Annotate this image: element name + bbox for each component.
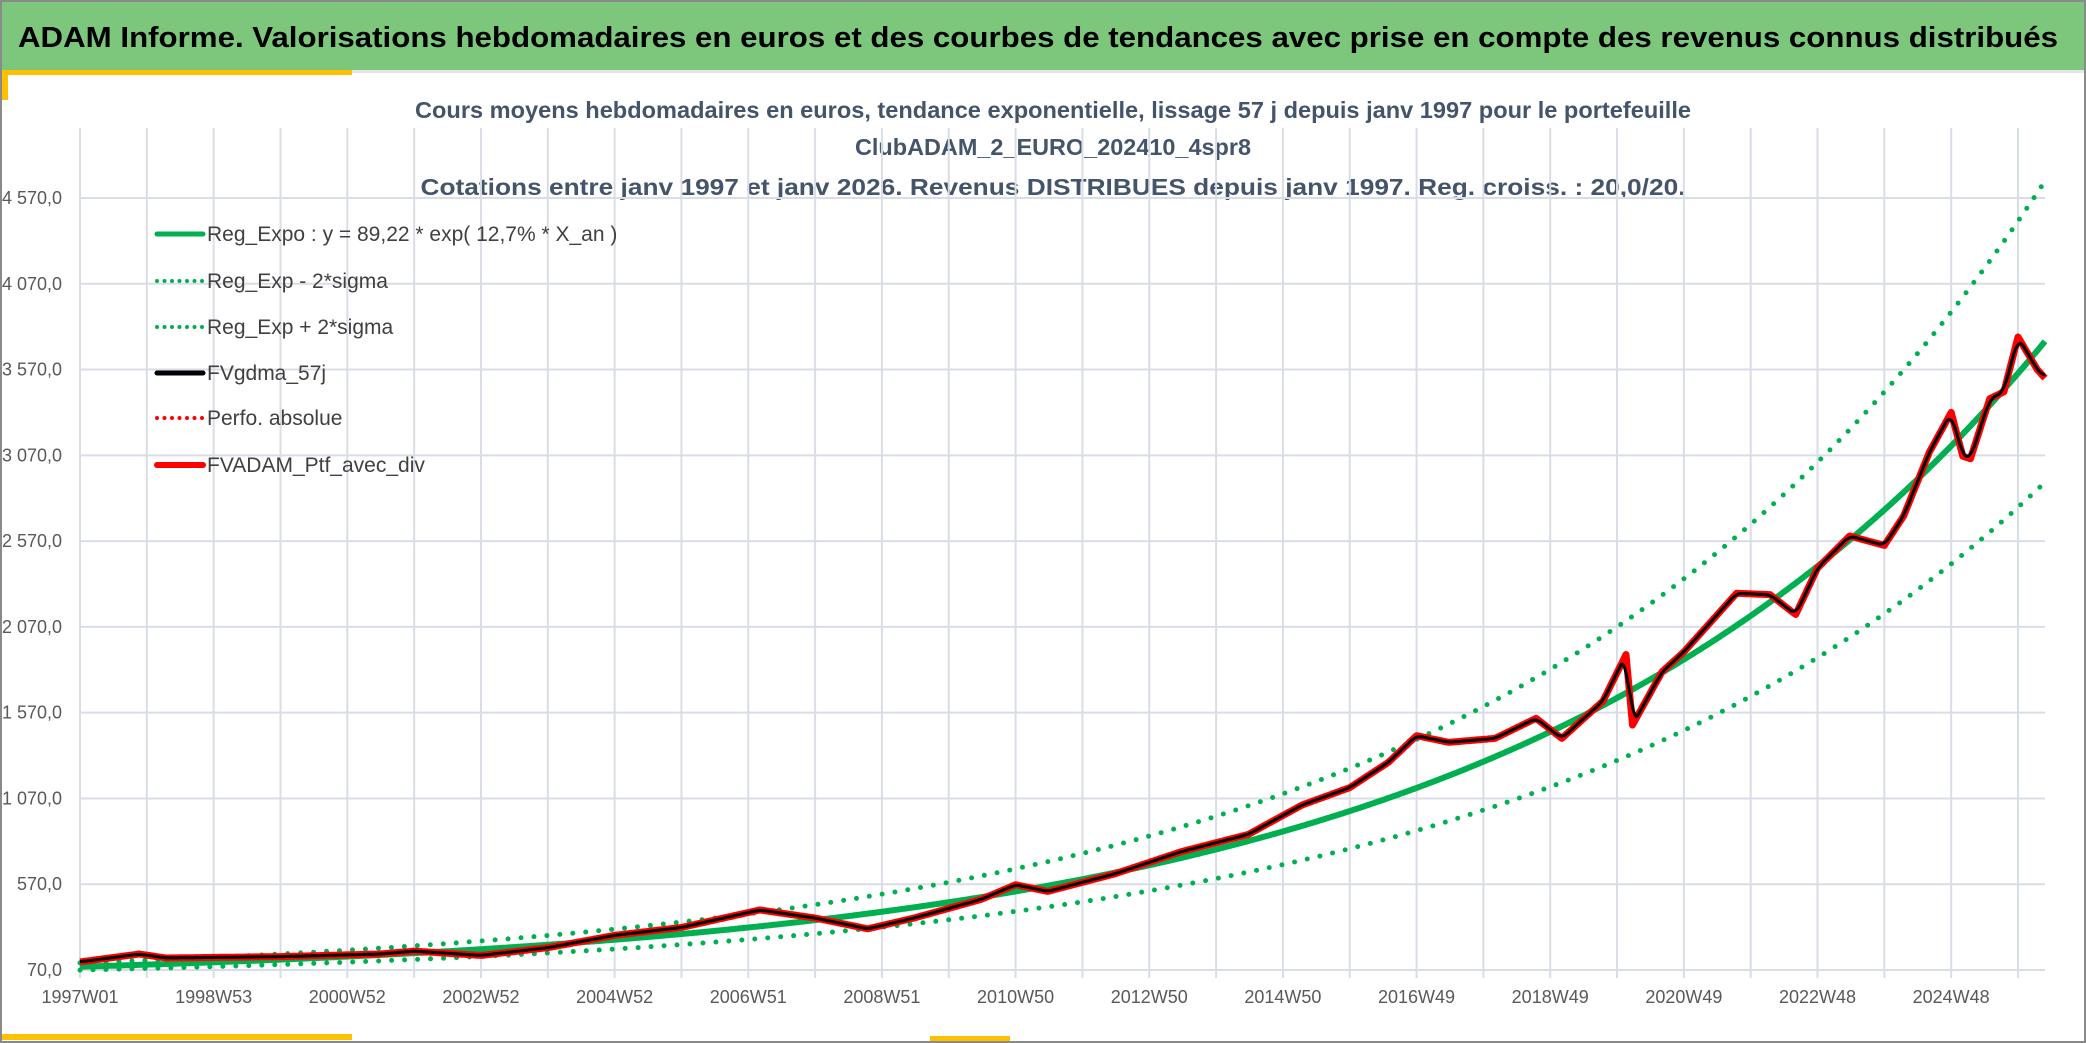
accent-left [2,70,8,100]
x-tick-label: 2014W50 [1244,987,1321,1007]
legend-label: Reg_Exp - 2*sigma [207,270,388,293]
x-tick-label: 2006W51 [710,987,787,1007]
x-tick-label: 1998W53 [175,987,252,1007]
y-tick-label: 70,0 [27,960,62,980]
header-title: ADAM Informe. Valorisations hebdomadaire… [18,22,2058,54]
y-tick-label: 4 070,0 [2,274,62,294]
x-tick-label: 2012W50 [1111,987,1188,1007]
x-tick-label: 2000W52 [309,987,386,1007]
legend-label: Perfo. absolue [207,407,342,430]
accent-bottom-mid [930,1036,1010,1041]
y-tick-label: 2 070,0 [2,617,62,637]
series-group [77,180,2048,973]
x-tick-label: 2024W48 [1913,987,1990,1007]
legend-label: FVgdma_57j [207,362,326,385]
series-reg-exp-minus-2sigma [77,479,2048,973]
legend-label: Reg_Exp + 2*sigma [207,316,394,339]
x-tick-label: 2016W49 [1378,987,1455,1007]
y-tick-label: 3 570,0 [2,360,62,380]
legend-item-fvadam[interactable]: FVADAM_Ptf_avec_div [154,454,425,477]
chart-title-line-2: ClubADAM_2_EURO_202410_4spr8 [855,134,1251,160]
chart-title-line-1: Cours moyens hebdomadaires en euros, ten… [415,97,1691,123]
x-tick-label: 1997W01 [41,987,118,1007]
legend-item-perfo[interactable]: Perfo. absolue [155,407,342,430]
accent-bottom-left [2,1034,352,1040]
chart-title-line-3: Cotations entre janv 1997 et janv 2026. … [421,174,1686,200]
legend-label: Reg_Expo : y = 89,22 * exp( 12,7% * X_an… [207,223,617,246]
legend-item-fvgdma[interactable]: FVgdma_57j [154,362,326,385]
y-tick-label: 3 070,0 [2,445,62,465]
y-tick-label: 570,0 [17,874,62,894]
y-axis-ticks: 70,0 570,0 1 070,0 1 570,0 2 070,0 2 570,0 3 0… [2,188,62,980]
y-tick-label: 2 570,0 [2,531,62,551]
header-divider [2,70,2084,73]
accent-top [2,70,352,75]
x-tick-label: 2018W49 [1512,987,1589,1007]
x-tick-label: 2004W52 [576,987,653,1007]
legend: Reg_Expo : y = 89,22 * exp( 12,7% * X_an… [154,223,617,477]
x-tick-label: 2008W51 [843,987,920,1007]
x-tick-label: 2010W50 [977,987,1054,1007]
y-tick-label: 1 070,0 [2,788,62,808]
series-reg-exp-plus-2sigma [77,180,2047,966]
legend-item-reg-expo[interactable]: Reg_Expo : y = 89,22 * exp( 12,7% * X_an… [154,223,617,246]
header-bar [2,2,2084,70]
x-axis-ticks: 1997W01 1998W53 2000W52 2002W52 2004W52 2006W… [41,987,1989,1007]
x-tick-label: 2002W52 [442,987,519,1007]
y-tick-label: 1 570,0 [2,703,62,723]
legend-item-reg-plus[interactable]: Reg_Exp + 2*sigma [155,316,394,339]
legend-item-reg-minus[interactable]: Reg_Exp - 2*sigma [155,270,388,293]
series-fvgdma-57j [79,342,2046,964]
x-tick-label: 2020W49 [1645,987,1722,1007]
gridlines [79,128,2045,978]
x-tick-label: 2022W48 [1779,987,1856,1007]
legend-label: FVADAM_Ptf_avec_div [207,454,425,477]
y-tick-label: 4 570,0 [2,188,62,208]
